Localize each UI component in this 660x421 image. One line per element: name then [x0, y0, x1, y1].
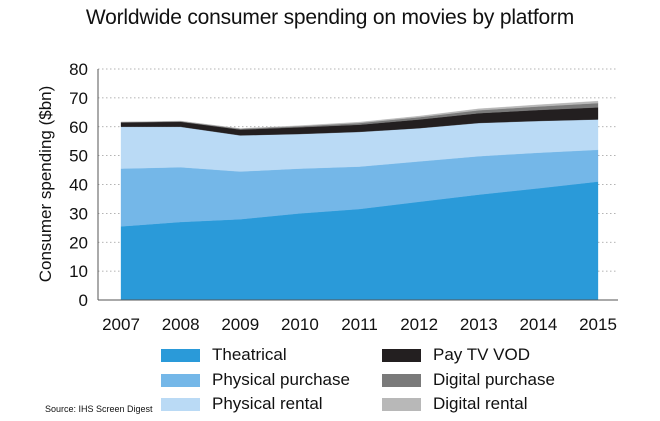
plot-areas: [120, 100, 599, 301]
x-tick-label: 2009: [221, 315, 259, 334]
x-tick-label: 2007: [102, 315, 140, 334]
y-tick-label: 30: [69, 204, 88, 223]
x-tick-label: 2013: [460, 315, 498, 334]
y-tick-labels: 0 10 20 30 40 50 60 70 80: [69, 60, 88, 310]
x-tick-label: 2015: [579, 315, 617, 334]
y-tick-label: 50: [69, 147, 88, 166]
y-axis-label: Consumer spending ($bn): [36, 86, 55, 283]
y-tick-label: 0: [79, 291, 88, 310]
x-tick-label: 2012: [400, 315, 438, 334]
x-tick-labels: 2007 2008 2009 2010 2011 2012 2013 2014 2015: [102, 315, 617, 334]
axes: [97, 69, 618, 301]
x-tick-label: 2008: [162, 315, 200, 334]
y-tick-label: 40: [69, 176, 88, 195]
y-tick-label: 20: [69, 233, 88, 252]
y-tick-label: 80: [69, 60, 88, 79]
chart-title: Worldwide consumer spending on movies by…: [85, 6, 575, 29]
x-tick-label: 2011: [341, 315, 378, 334]
y-tick-label: 70: [69, 89, 88, 108]
y-tick-label: 60: [69, 118, 88, 137]
y-tick-label: 10: [69, 262, 88, 281]
area-digital-rental: [120, 100, 599, 129]
x-tick-label: 2010: [281, 315, 319, 334]
x-tick-label: 2014: [519, 315, 557, 334]
source-note: Source: IHS Screen Digest: [45, 404, 153, 414]
